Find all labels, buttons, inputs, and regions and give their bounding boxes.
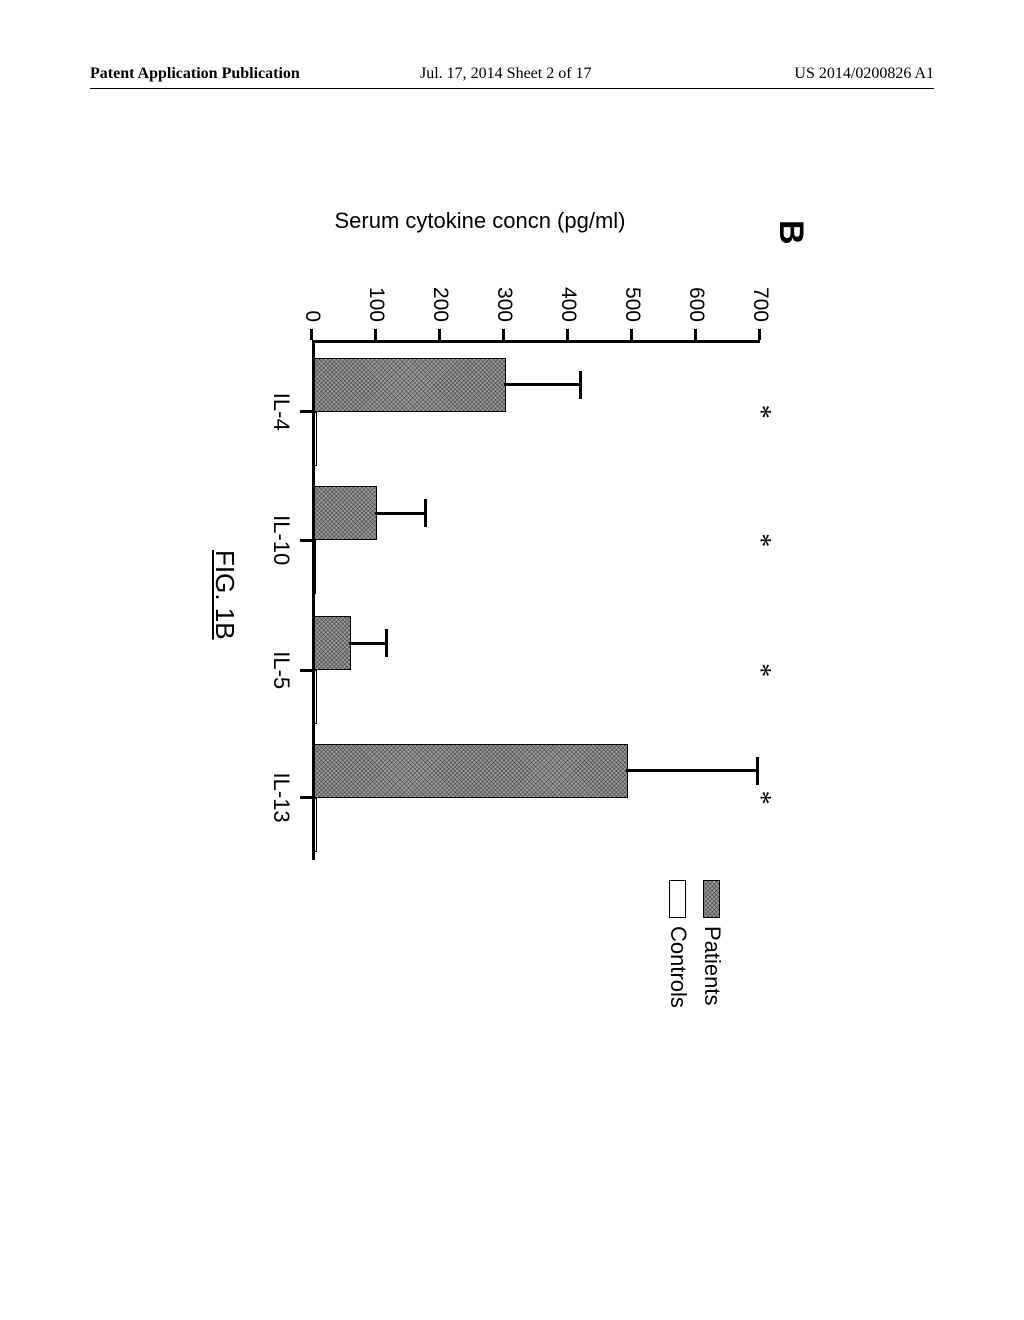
figure-caption: FIG. 1B	[209, 550, 240, 640]
x-tick-label: IL-10	[268, 515, 294, 565]
bar-patients	[314, 616, 351, 670]
y-tick-label: 700	[748, 270, 772, 322]
x-tick	[300, 410, 312, 413]
error-bar-cap	[424, 499, 427, 527]
significance-marker: *	[746, 405, 774, 419]
error-bar-stem	[504, 383, 580, 386]
header-rule	[90, 88, 934, 89]
bar-patients	[314, 358, 506, 412]
y-tick-label: 100	[364, 270, 388, 322]
y-tick	[631, 329, 634, 340]
y-tick-label: 600	[684, 270, 708, 322]
panel-letter: B	[771, 220, 810, 245]
y-tick	[759, 329, 762, 340]
error-bar-cap	[579, 371, 582, 399]
bar-controls	[314, 798, 317, 852]
page-header: Patent Application Publication Jul. 17, …	[90, 65, 934, 85]
header-mid-text: Jul. 17, 2014 Sheet 2 of 17	[420, 65, 592, 83]
header-right-text: US 2014/0200826 A1	[794, 65, 934, 83]
bar-patients	[314, 744, 628, 798]
legend: Patients Controls	[657, 880, 725, 1008]
legend-label: Patients	[699, 926, 725, 1006]
y-tick-label: 300	[492, 270, 516, 322]
bar-controls	[314, 412, 317, 466]
error-bar-cap	[385, 629, 388, 657]
y-tick	[695, 329, 698, 340]
x-tick	[300, 669, 312, 672]
figure-1b: B 0100200300400500600700IL-4*IL-10*IL-5*…	[180, 220, 780, 1100]
x-tick-label: IL-4	[268, 393, 294, 431]
y-tick	[567, 329, 570, 340]
error-bar-cap	[756, 757, 759, 785]
error-bar-stem	[375, 512, 425, 515]
significance-marker: *	[746, 533, 774, 547]
y-tick-label: 400	[556, 270, 580, 322]
legend-item: Controls	[665, 880, 691, 1008]
y-tick	[375, 329, 378, 340]
legend-label: Controls	[665, 926, 691, 1008]
y-tick	[439, 329, 442, 340]
error-bar-stem	[349, 642, 386, 645]
bar-patients	[314, 486, 377, 540]
y-tick-label: 200	[428, 270, 452, 322]
y-tick	[503, 329, 506, 340]
x-tick-label: IL-13	[268, 773, 294, 823]
x-tick	[300, 796, 312, 799]
bar-controls	[314, 670, 317, 724]
significance-marker: *	[746, 663, 774, 677]
bar-controls	[314, 540, 316, 594]
error-bar-stem	[626, 769, 757, 772]
y-axis	[312, 340, 760, 343]
y-tick-label: 500	[620, 270, 644, 322]
legend-item: Patients	[699, 880, 725, 1008]
y-tick-label: 0	[300, 270, 324, 322]
header-left-text: Patent Application Publication	[90, 65, 300, 83]
x-tick-label: IL-5	[268, 651, 294, 689]
x-tick	[300, 539, 312, 542]
plot-area: 0100200300400500600700IL-4*IL-10*IL-5*IL…	[312, 340, 760, 860]
legend-swatch-icon	[670, 880, 687, 918]
legend-swatch-icon	[704, 880, 721, 918]
y-axis-label: Serum cytokine concn (pg/ml)	[270, 208, 690, 234]
significance-marker: *	[746, 791, 774, 805]
y-tick	[311, 329, 314, 340]
